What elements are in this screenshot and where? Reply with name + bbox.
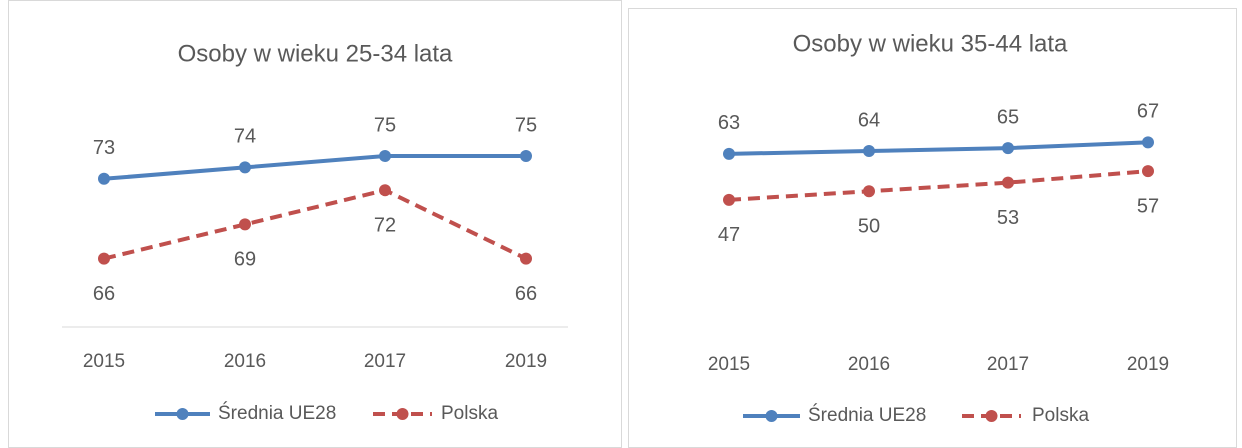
point xyxy=(239,218,251,231)
panel xyxy=(628,8,1237,448)
point xyxy=(1142,165,1154,178)
data-label: 65 xyxy=(997,106,1019,128)
point xyxy=(379,184,391,197)
x-tick-label: 2016 xyxy=(224,351,266,372)
data-label: 66 xyxy=(515,283,537,305)
point xyxy=(379,150,391,162)
data-label: 73 xyxy=(93,137,115,159)
data-label: 57 xyxy=(1137,195,1159,217)
point xyxy=(1002,176,1014,189)
point xyxy=(723,193,735,206)
series-line xyxy=(103,154,526,181)
data-label: 69 xyxy=(234,249,256,271)
x-tick-label: 2017 xyxy=(987,354,1029,375)
legend-label: Średnia UE28 xyxy=(218,402,336,424)
point xyxy=(723,147,735,160)
series-line xyxy=(103,188,527,261)
x-tick-label: 2016 xyxy=(848,354,890,375)
point xyxy=(98,172,110,185)
point xyxy=(520,150,532,162)
point xyxy=(98,252,110,265)
chart-title: Osoby w wieku 25-34 lata xyxy=(178,40,453,67)
series-line xyxy=(728,169,1149,202)
x-tick-label: 2019 xyxy=(1127,354,1169,375)
point xyxy=(863,185,875,198)
chart-title: Osoby w wieku 35-44 lata xyxy=(793,30,1068,57)
point xyxy=(239,161,251,174)
point xyxy=(520,252,532,265)
legend-marker xyxy=(985,410,998,422)
data-label: 50 xyxy=(858,216,880,238)
data-label: 67 xyxy=(1137,101,1159,123)
series-line xyxy=(728,140,1149,156)
legend-label: Polska xyxy=(1032,405,1089,426)
x-tick-label: 2019 xyxy=(505,351,547,372)
data-label: 74 xyxy=(234,126,256,148)
data-label: 66 xyxy=(93,283,115,305)
legend-marker xyxy=(176,408,189,420)
panel xyxy=(8,0,622,448)
data-label: 47 xyxy=(718,224,740,246)
data-label: 64 xyxy=(858,109,880,131)
point xyxy=(863,145,875,157)
data-label: 75 xyxy=(374,114,396,136)
legend-label: Średnia UE28 xyxy=(808,404,926,426)
x-tick-label: 2015 xyxy=(83,351,125,372)
data-label: 75 xyxy=(515,114,537,136)
point xyxy=(1002,142,1014,155)
legend-marker xyxy=(396,408,409,420)
x-tick-label: 2015 xyxy=(708,354,750,375)
legend-marker xyxy=(765,410,778,422)
point xyxy=(1142,136,1154,149)
data-label: 63 xyxy=(718,112,740,134)
x-tick-label: 2017 xyxy=(364,351,406,372)
data-label: 72 xyxy=(374,214,396,236)
legend-label: Polska xyxy=(441,403,498,424)
data-label: 53 xyxy=(997,207,1019,229)
